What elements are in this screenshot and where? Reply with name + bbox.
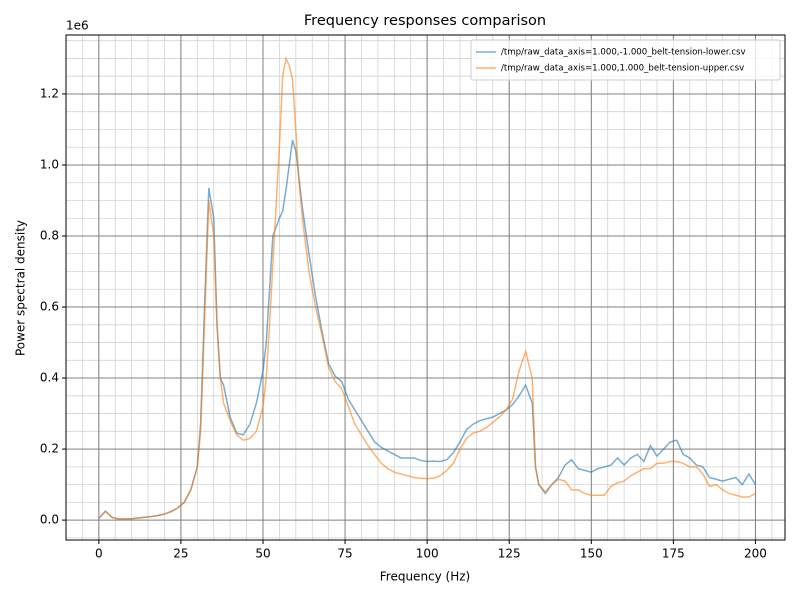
x-tick-label: 100 — [416, 547, 439, 561]
legend: /tmp/raw_data_axis=1.000,-1.000_belt-ten… — [470, 39, 781, 81]
y-offset-text: 1e6 — [66, 19, 89, 33]
y-tick-label: 0.2 — [40, 442, 59, 456]
data-line — [98, 55, 756, 520]
x-tick-label: 200 — [744, 547, 767, 561]
data-line — [98, 139, 757, 520]
y-axis-label: Power spectral density — [14, 220, 28, 356]
plot-frame — [65, 34, 786, 541]
y-tick-label: 0.6 — [40, 300, 59, 314]
x-tick-label: 0 — [95, 547, 103, 561]
y-tick-label: 0.8 — [40, 229, 59, 243]
chart-title: Frequency responses comparison — [304, 13, 546, 29]
legend-label: /tmp/raw_data_axis=1.000,1.000_belt-tens… — [501, 64, 744, 74]
y-tick-label: 0.0 — [40, 513, 59, 527]
legend-label: /tmp/raw_data_axis=1.000,-1.000_belt-ten… — [501, 48, 746, 58]
y-tick-label: 1.2 — [40, 86, 59, 100]
y-tick-label: 1.0 — [40, 157, 59, 171]
x-tick-label: 125 — [498, 547, 521, 561]
x-tick-label: 150 — [580, 547, 603, 561]
x-axis-label: Frequency (Hz) — [380, 570, 471, 584]
x-tick-label: 25 — [173, 547, 188, 561]
legend-box — [470, 39, 781, 81]
x-tick-label: 50 — [255, 547, 270, 561]
x-tick-label: 75 — [337, 547, 352, 561]
y-tick-label: 0.4 — [40, 371, 59, 385]
lines — [98, 55, 757, 520]
grid — [65, 35, 785, 540]
ticks: 0 25 50 75 100 125 150 175 200 0.0 0.2 0.4 0.6 0.8 1.0… — [40, 86, 767, 560]
x-tick-label: 175 — [662, 547, 685, 561]
